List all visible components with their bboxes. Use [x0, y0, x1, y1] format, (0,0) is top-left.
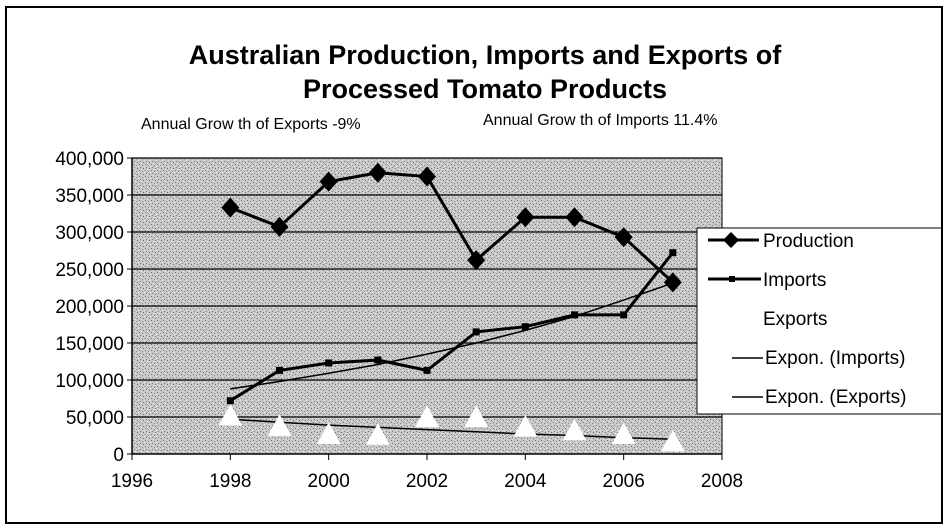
point-production-1999 [270, 216, 289, 237]
axes: 0 50,000 100,000 150,000 200,000 250,000 300,0… [55, 149, 743, 492]
legend-label-production: Production [763, 231, 854, 252]
point-imports-2000 [325, 359, 333, 367]
y-tick-label-6: 300,000 [55, 223, 124, 244]
chart: Australian Production, Imports and Expor… [55, 40, 941, 492]
point-production-1998 [221, 197, 240, 218]
y-tick-label-1: 50,000 [66, 408, 124, 429]
point-imports-2001 [374, 356, 382, 364]
point-production-2005 [565, 207, 584, 228]
point-imports-2006 [620, 311, 628, 319]
point-production-2007 [663, 272, 682, 293]
legend-marker-imports [729, 276, 735, 282]
y-tick-label-7: 350,000 [55, 186, 124, 207]
legend-label-imports: Imports [763, 270, 826, 291]
point-exports-2004 [513, 415, 538, 437]
series-layer [218, 162, 685, 452]
point-imports-1999 [276, 366, 283, 374]
x-tick-label-1: 1998 [209, 471, 251, 492]
y-tick-label-8: 400,000 [55, 149, 124, 170]
y-tick-label-5: 250,000 [55, 260, 124, 281]
chart-frame: Australian Production, Imports and Expor… [5, 6, 943, 524]
series-line-expon-imports [230, 282, 674, 390]
point-production-2002 [418, 166, 436, 187]
legend-label-expon-imports: Expon. (Imports) [765, 348, 905, 369]
point-exports-2001 [365, 423, 390, 445]
point-imports-1998 [226, 397, 234, 405]
point-imports-2005 [571, 311, 578, 319]
point-imports-2004 [521, 323, 529, 331]
point-imports-2007 [669, 249, 677, 257]
legend-label-expon-exports: Expon. (Exports) [765, 387, 907, 408]
legend-marker-production [723, 232, 739, 248]
y-tick-label-4: 200,000 [55, 297, 124, 318]
x-tick-label-4: 2004 [504, 471, 547, 492]
point-imports-2003 [472, 328, 480, 336]
legend-label-exports: Exports [763, 309, 827, 330]
point-imports-2002 [423, 366, 431, 374]
point-production-2001 [368, 162, 387, 183]
point-exports-2000 [316, 422, 341, 444]
point-exports-2007 [660, 429, 685, 452]
point-production-2004 [516, 207, 535, 228]
x-tick-label-5: 2006 [603, 471, 645, 492]
series-line-production [229, 171, 674, 284]
series-line-imports [229, 251, 674, 402]
point-exports-1999 [267, 414, 292, 436]
point-production-2000 [319, 171, 338, 192]
x-tick-label-2: 2000 [308, 471, 350, 492]
point-production-2003 [467, 250, 486, 271]
y-tick-label-0: 0 [113, 445, 124, 466]
chart-title-line1: Australian Production, Imports and Expor… [189, 40, 783, 70]
x-tick-label-0: 1996 [111, 471, 153, 492]
point-exports-1998 [218, 403, 243, 426]
point-production-2006 [614, 227, 633, 248]
point-exports-2002 [415, 405, 439, 427]
y-tick-label-3: 150,000 [55, 334, 124, 355]
annotation-imports-growth: Annual Grow th of Imports 11.4% [483, 112, 717, 129]
y-tick-label-2: 100,000 [55, 371, 124, 392]
point-exports-2006 [611, 422, 636, 444]
chart-title-line2: Processed Tomato Products [303, 74, 667, 104]
legend-box [696, 227, 941, 415]
x-tick-label-3: 2002 [406, 471, 448, 492]
x-tick-label-6: 2008 [701, 471, 743, 492]
point-exports-2003 [464, 405, 489, 427]
legend: Production Imports Exports Expon. (Impor… [696, 227, 941, 415]
point-exports-2005 [562, 418, 587, 441]
annotation-exports-growth: Annual Grow th of Exports -9% [141, 116, 361, 133]
series-line-expon-exports [230, 418, 673, 440]
